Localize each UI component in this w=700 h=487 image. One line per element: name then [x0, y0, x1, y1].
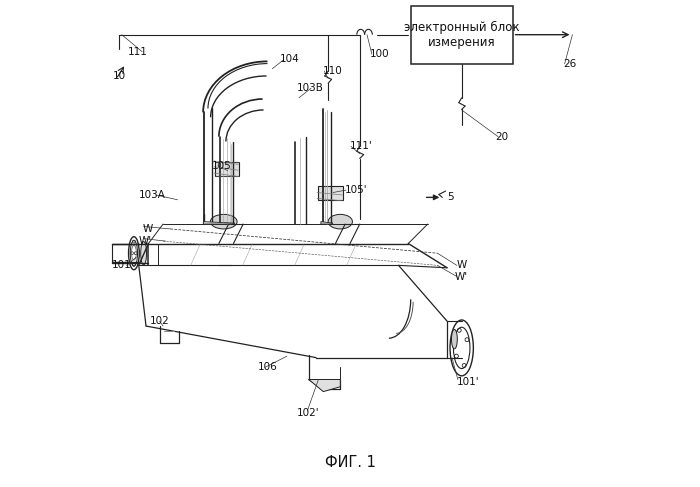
Text: 110: 110	[323, 66, 343, 76]
Text: 103B: 103B	[297, 83, 323, 93]
Text: W: W	[142, 224, 153, 234]
FancyBboxPatch shape	[215, 162, 239, 175]
Text: 20: 20	[496, 131, 509, 142]
Text: 102: 102	[150, 316, 169, 326]
Text: 104: 104	[279, 54, 300, 64]
Text: 106: 106	[258, 362, 277, 373]
Ellipse shape	[452, 329, 457, 349]
Text: 101': 101'	[457, 377, 480, 387]
FancyBboxPatch shape	[318, 186, 343, 200]
Ellipse shape	[141, 242, 146, 265]
Text: 101: 101	[112, 261, 132, 270]
Polygon shape	[321, 222, 333, 224]
Text: 111: 111	[127, 47, 148, 56]
Text: 100: 100	[370, 49, 389, 59]
Polygon shape	[309, 379, 340, 392]
Text: электронный блок
измерения: электронный блок измерения	[404, 20, 519, 49]
Text: W: W	[457, 261, 467, 270]
Ellipse shape	[211, 214, 237, 229]
Text: ФИГ. 1: ФИГ. 1	[325, 454, 375, 469]
Text: 111': 111'	[350, 141, 372, 151]
Text: 10: 10	[113, 71, 126, 81]
Ellipse shape	[328, 214, 352, 229]
Text: 105: 105	[211, 161, 232, 171]
Text: W': W'	[139, 236, 152, 246]
Text: 5: 5	[447, 192, 454, 203]
Text: 102': 102'	[297, 409, 319, 418]
Text: W': W'	[454, 272, 468, 281]
Text: 105': 105'	[345, 185, 368, 195]
Text: 103A: 103A	[139, 190, 166, 200]
Text: 26: 26	[564, 59, 577, 69]
Polygon shape	[203, 222, 235, 224]
